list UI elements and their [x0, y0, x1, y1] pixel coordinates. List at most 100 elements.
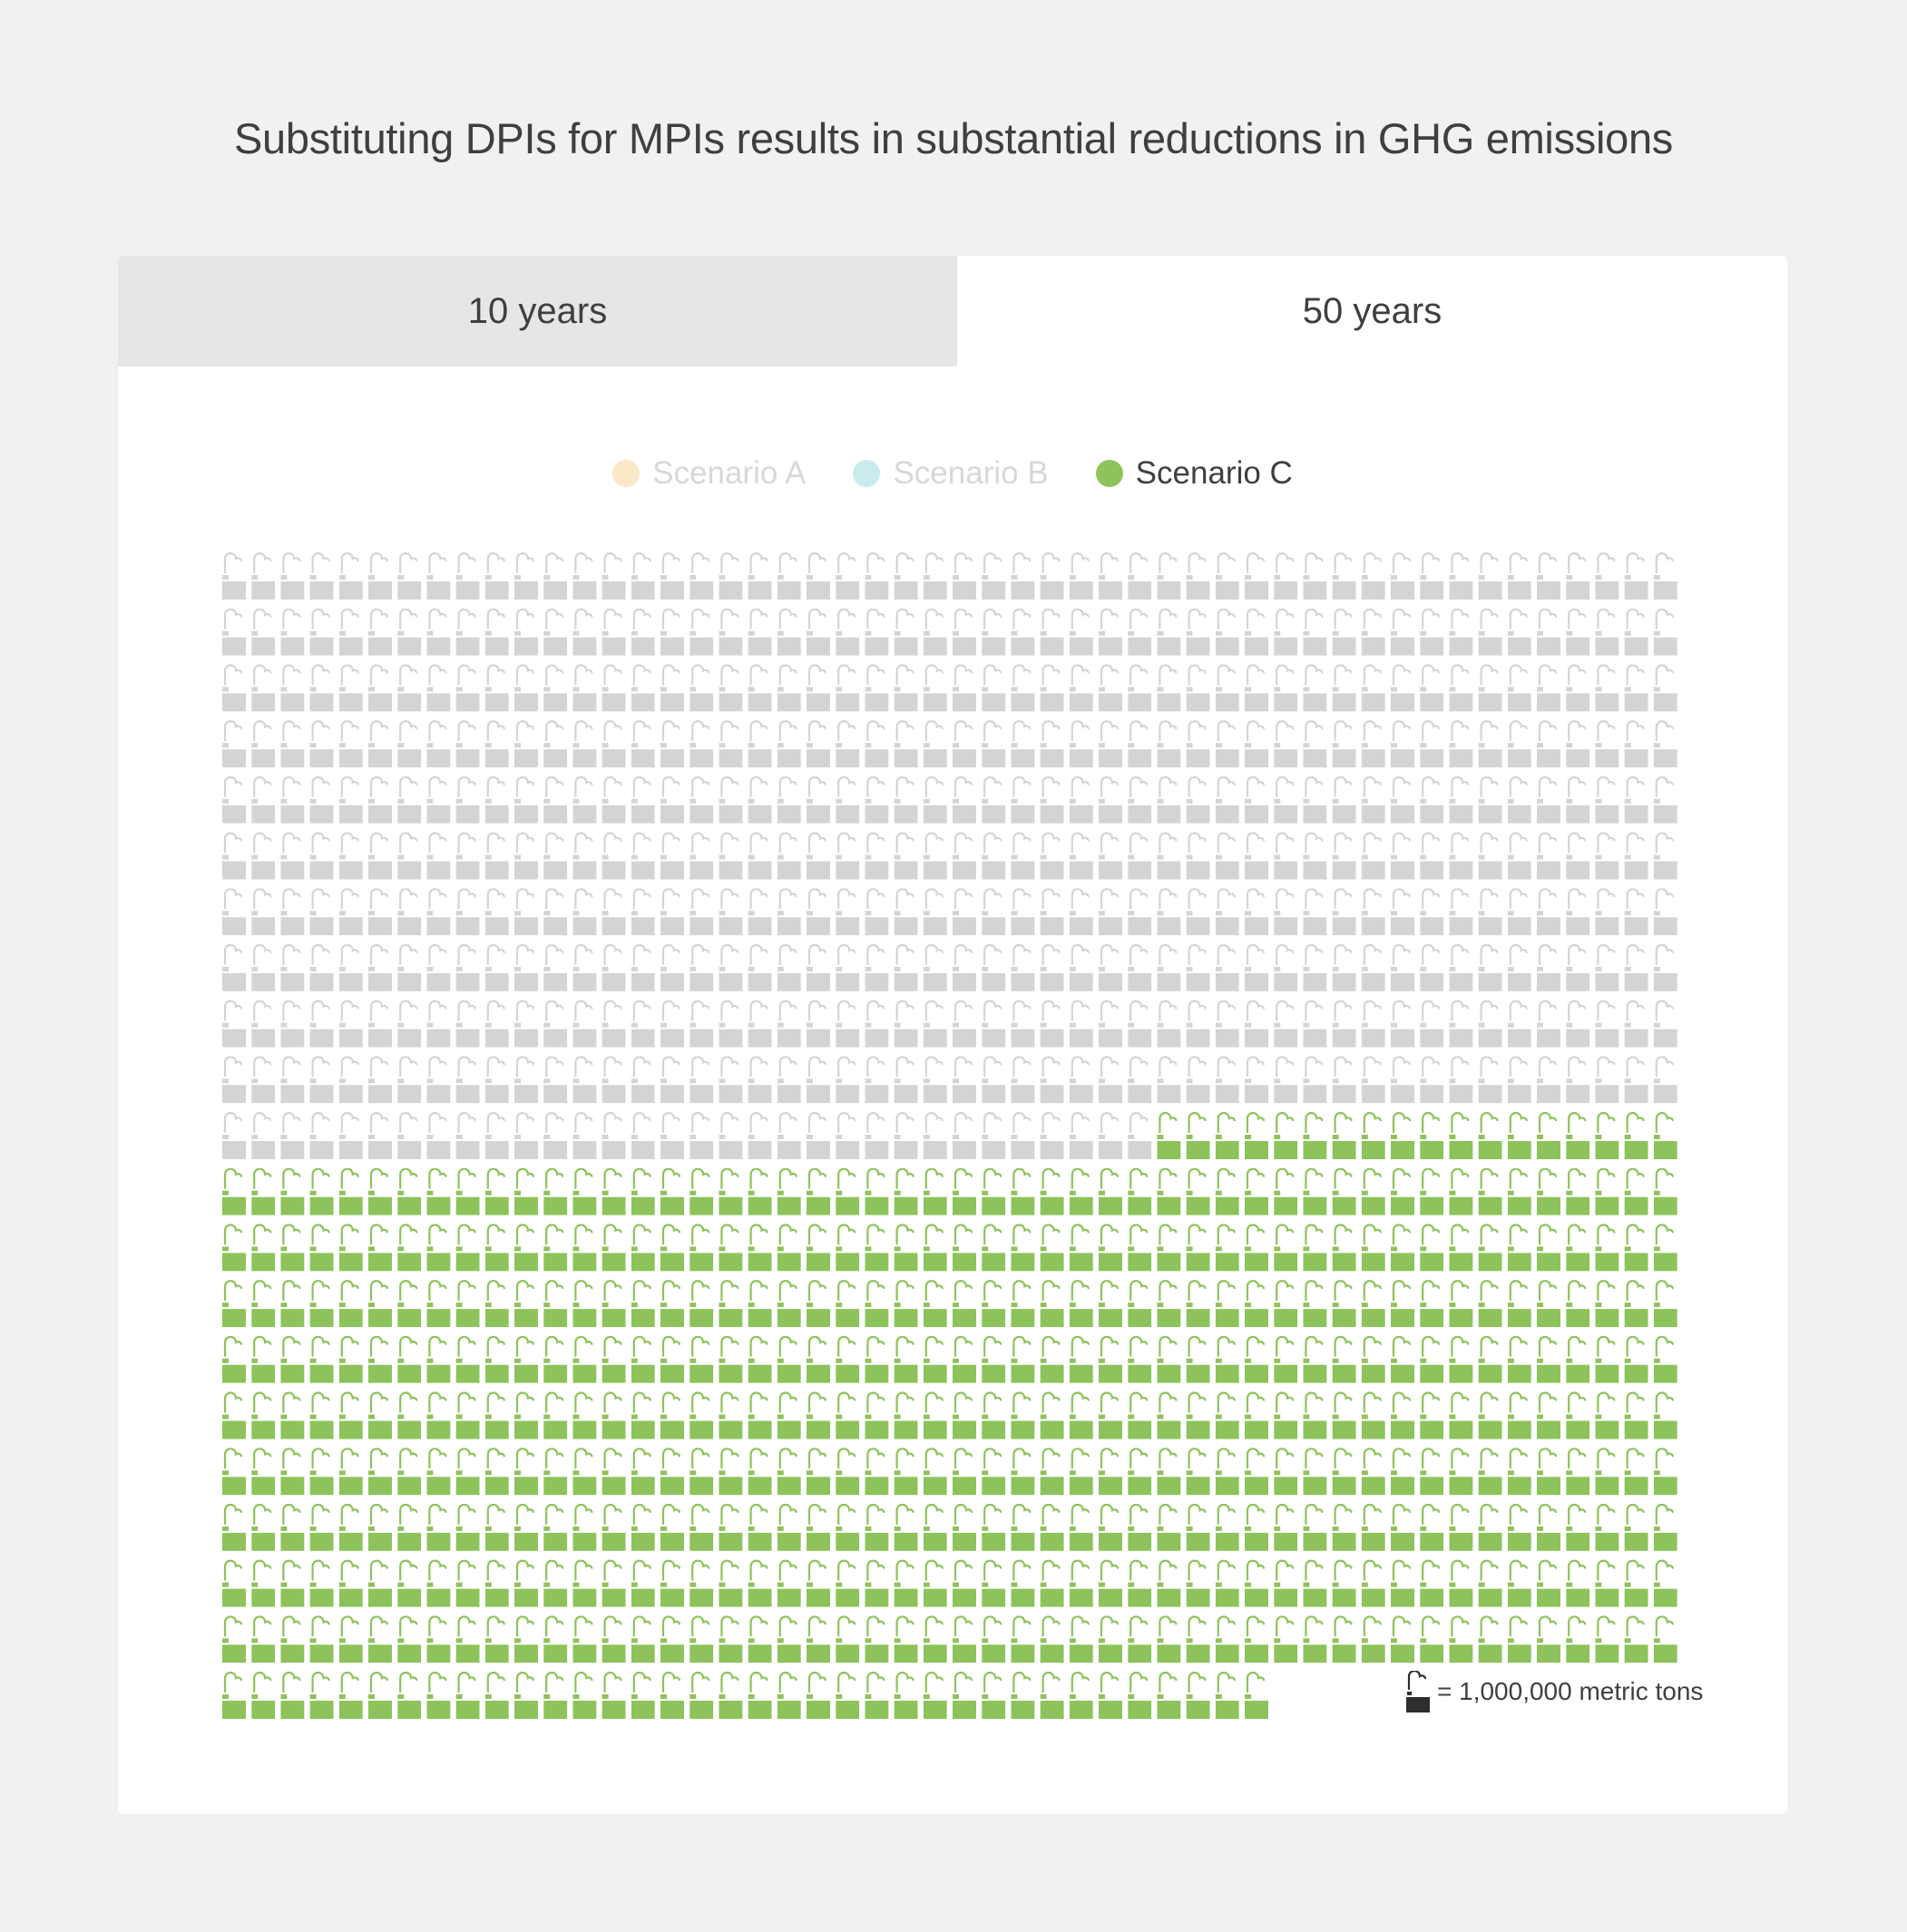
factory-icon-emission [953, 888, 976, 936]
factory-icon-reduction [543, 1280, 568, 1328]
factory-icon-emission [660, 1000, 684, 1048]
factory-icon-reduction [1361, 1224, 1385, 1272]
factory-icon-emission [923, 552, 947, 600]
factory-icon-emission [1449, 720, 1473, 768]
factory-icon-emission [1653, 888, 1677, 936]
factory-icon-reduction [719, 1503, 743, 1551]
factory-icon-emission [280, 832, 305, 880]
factory-icon-emission [1215, 720, 1239, 768]
factory-icon-reduction [631, 1280, 655, 1328]
factory-icon-emission [1361, 608, 1385, 656]
factory-icon-emission [426, 832, 451, 880]
factory-icon-reduction [601, 1167, 626, 1215]
factory-icon-emission [1215, 888, 1239, 936]
factory-icon-reduction [572, 1503, 597, 1551]
factory-icon-reduction [455, 1391, 480, 1439]
factory-icon-reduction [1040, 1224, 1064, 1272]
factory-icon-reduction [1595, 1559, 1619, 1607]
factory-icon-reduction [1566, 1615, 1590, 1664]
factory-icon-emission [368, 664, 392, 712]
factory-icon-reduction [1478, 1559, 1502, 1607]
factory-icon-reduction [1537, 1335, 1560, 1383]
factory-icon-emission [631, 1056, 655, 1104]
factory-icon-reduction [426, 1615, 451, 1664]
factory-icon-reduction [543, 1672, 568, 1719]
factory-icon-emission [1361, 720, 1385, 768]
tab-10-years[interactable]: 10 years [118, 256, 957, 366]
factory-icon-emission [660, 720, 684, 768]
factory-icon-reduction [923, 1280, 947, 1328]
factory-icon-emission [572, 776, 597, 824]
factory-icon-reduction [836, 1672, 860, 1719]
factory-icon-reduction [338, 1672, 363, 1719]
factory-icon-reduction [807, 1448, 830, 1496]
legend-item-scenario-a[interactable]: Scenario A [612, 455, 806, 492]
factory-icon-reduction [1186, 1280, 1210, 1328]
factory-icon-reduction [748, 1280, 772, 1328]
factory-icon-reduction [397, 1615, 422, 1664]
factory-icon-emission [1128, 608, 1152, 656]
factory-icon-reduction [836, 1167, 860, 1215]
factory-icon-emission [455, 1056, 480, 1104]
factory-icon-reduction [1624, 1335, 1648, 1383]
factory-icon-emission [280, 720, 305, 768]
factory-icon-reduction [777, 1615, 801, 1664]
factory-icon-emission [543, 608, 568, 656]
factory-icon-reduction [601, 1615, 626, 1664]
factory-icon-emission [543, 1112, 568, 1159]
factory-icon-reduction [1449, 1280, 1473, 1328]
factory-icon-reduction [923, 1167, 947, 1215]
factory-icon-emission [1157, 832, 1181, 880]
tab-50-years[interactable]: 50 years [957, 256, 1787, 366]
factory-icon-emission [543, 1000, 568, 1048]
factory-icon-emission [1245, 608, 1268, 656]
factory-icon-emission [1011, 720, 1035, 768]
factory-icon-emission [1274, 776, 1298, 824]
factory-icon-emission [1624, 776, 1648, 824]
factory-icon-reduction [1391, 1224, 1414, 1272]
factory-icon-emission [572, 888, 597, 936]
factory-icon-emission [484, 888, 509, 936]
factory-icon-reduction [251, 1672, 276, 1719]
factory-icon-reduction [1069, 1448, 1093, 1496]
factory-icon-reduction [1274, 1167, 1298, 1215]
factory-icon-reduction [1361, 1391, 1385, 1439]
factory-icon-emission [1099, 943, 1122, 991]
legend-dot-scenario-a [612, 460, 641, 487]
factory-icon-reduction [1215, 1672, 1239, 1719]
factory-icon-emission [338, 1000, 363, 1048]
factory-icon-reduction [1245, 1615, 1268, 1664]
factory-icon-emission [251, 552, 276, 600]
factory-icon-reduction [1040, 1280, 1064, 1328]
factory-icon-emission [1653, 552, 1677, 600]
factory-icon-emission [426, 1112, 451, 1159]
legend-item-scenario-c[interactable]: Scenario C [1095, 455, 1293, 492]
factory-icon-reduction [1449, 1559, 1473, 1607]
factory-icon-reduction [426, 1559, 451, 1607]
factory-icon-reduction [1624, 1224, 1648, 1272]
factory-icon-emission [1624, 608, 1648, 656]
factory-icon-emission [368, 552, 392, 600]
factory-icon-reduction [660, 1224, 684, 1272]
factory-icon-emission [923, 832, 947, 880]
factory-icon-emission [660, 1112, 684, 1159]
factory-icon-emission [953, 943, 976, 991]
factory-icon-emission [455, 608, 480, 656]
factory-icon-emission [953, 776, 976, 824]
factory-icon-emission [251, 943, 276, 991]
factory-icon-emission [777, 943, 801, 991]
factory-icon-reduction [1332, 1615, 1356, 1664]
legend-item-scenario-b[interactable]: Scenario B [853, 455, 1049, 492]
factory-icon-reduction [455, 1167, 480, 1215]
factory-icon-emission [1566, 832, 1590, 880]
factory-icon-reduction [251, 1224, 276, 1272]
factory-icon-emission [1186, 943, 1210, 991]
factory-icon-emission [338, 1056, 363, 1104]
factory-icon-emission [397, 608, 422, 656]
factory-icon-emission [953, 1056, 976, 1104]
factory-icon-emission [426, 608, 451, 656]
factory-icon-emission [1420, 720, 1444, 768]
factory-icon-emission [514, 888, 538, 936]
factory-icon-emission [689, 1112, 714, 1159]
factory-icon-reduction [426, 1224, 451, 1272]
